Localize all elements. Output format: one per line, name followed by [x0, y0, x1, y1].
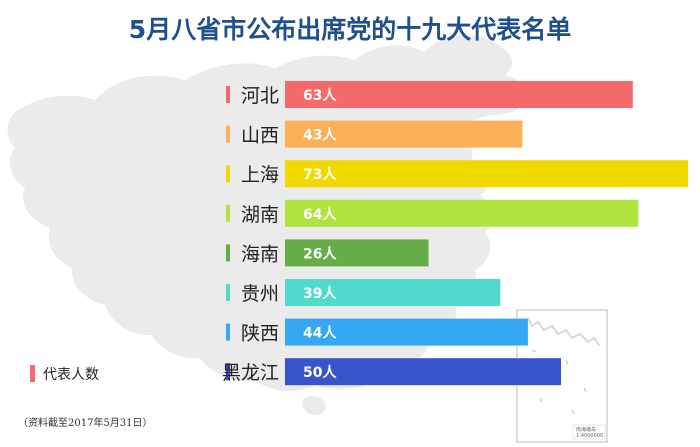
legend-swatch — [30, 365, 35, 382]
bar-row-1: 河北 63人 — [226, 81, 633, 108]
category-label: 陕西 — [241, 323, 279, 345]
category-label: 山西 — [241, 125, 279, 147]
category-marker — [226, 323, 230, 341]
bar-row-4: 湖南 64人 — [226, 199, 639, 227]
category-marker — [226, 284, 230, 301]
category-marker — [226, 125, 230, 143]
inset-scale: 1:4000000 — [576, 433, 603, 439]
bar — [285, 318, 528, 346]
category-label: 河北 — [241, 85, 279, 107]
value-label: 64人 — [303, 206, 337, 223]
bar-row-3: 上海 73人 — [226, 160, 688, 188]
inset-label: 南海诸岛 — [576, 426, 596, 433]
category-marker — [226, 165, 230, 183]
bar — [285, 279, 501, 306]
category-label: 贵州 — [241, 283, 279, 305]
value-label: 39人 — [303, 285, 337, 302]
category-marker — [226, 86, 230, 103]
value-label: 50人 — [303, 364, 337, 381]
bar-row-7: 陕西 44人 — [226, 318, 528, 346]
bar — [285, 358, 562, 386]
value-label: 63人 — [303, 87, 337, 104]
bar-row-6: 贵州 39人 — [226, 279, 501, 306]
bar — [285, 239, 429, 267]
bar — [285, 160, 688, 188]
category-marker — [226, 204, 230, 222]
source-note: （资料截至2017年5月31日） — [18, 416, 153, 429]
legend-label: 代表人数 — [43, 367, 99, 383]
category-label: 湖南 — [241, 204, 279, 226]
bar-row-8: 黑龙江 50人 — [222, 358, 562, 386]
category-marker — [226, 244, 230, 262]
value-label: 73人 — [303, 166, 337, 183]
bar-row-5: 海南 26人 — [226, 239, 429, 267]
chart-title: 5月八省市公布出席党的十九大代表名单 — [129, 15, 571, 44]
value-label: 26人 — [303, 245, 337, 262]
category-marker — [226, 363, 230, 381]
bar — [285, 199, 639, 227]
value-label: 43人 — [303, 127, 337, 144]
category-label: 上海 — [241, 164, 279, 186]
category-label: 海南 — [241, 243, 279, 265]
bar — [285, 81, 633, 108]
category-label: 黑龙江 — [222, 362, 279, 384]
legend: 代表人数 — [30, 365, 99, 383]
bar-row-2: 山西 43人 — [226, 120, 523, 148]
value-label: 44人 — [303, 325, 337, 342]
bar — [285, 120, 523, 148]
